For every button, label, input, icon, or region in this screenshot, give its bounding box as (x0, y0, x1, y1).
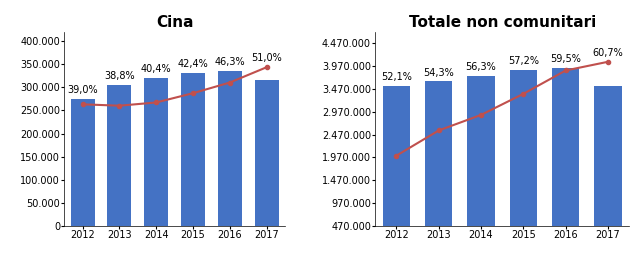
Bar (552, 68, 580, 248)
Text: 40,4%: 40,4% (141, 64, 171, 74)
Text: 57,2%: 57,2% (508, 56, 539, 66)
Bar (383, 86, 410, 248)
Bar (181, 73, 205, 226)
Text: 38,8%: 38,8% (104, 71, 135, 81)
Text: 42,4%: 42,4% (178, 59, 209, 69)
Bar (218, 71, 242, 226)
Bar (107, 85, 132, 226)
Text: 51,0%: 51,0% (251, 53, 282, 63)
Text: 56,3%: 56,3% (465, 62, 496, 72)
Bar (510, 70, 537, 248)
Bar (71, 99, 94, 226)
Bar (594, 85, 621, 248)
Text: 39,0%: 39,0% (67, 85, 98, 95)
Text: 52,1%: 52,1% (381, 72, 412, 82)
Text: 59,5%: 59,5% (550, 54, 581, 64)
Text: 46,3%: 46,3% (214, 57, 245, 67)
Bar (425, 82, 453, 248)
Text: 60,7%: 60,7% (593, 48, 623, 58)
Bar (467, 76, 495, 248)
Text: 54,3%: 54,3% (423, 68, 454, 78)
Bar (255, 80, 279, 226)
Title: Totale non comunitari: Totale non comunitari (408, 16, 596, 31)
Bar (144, 78, 168, 226)
Title: Cina: Cina (156, 16, 193, 31)
